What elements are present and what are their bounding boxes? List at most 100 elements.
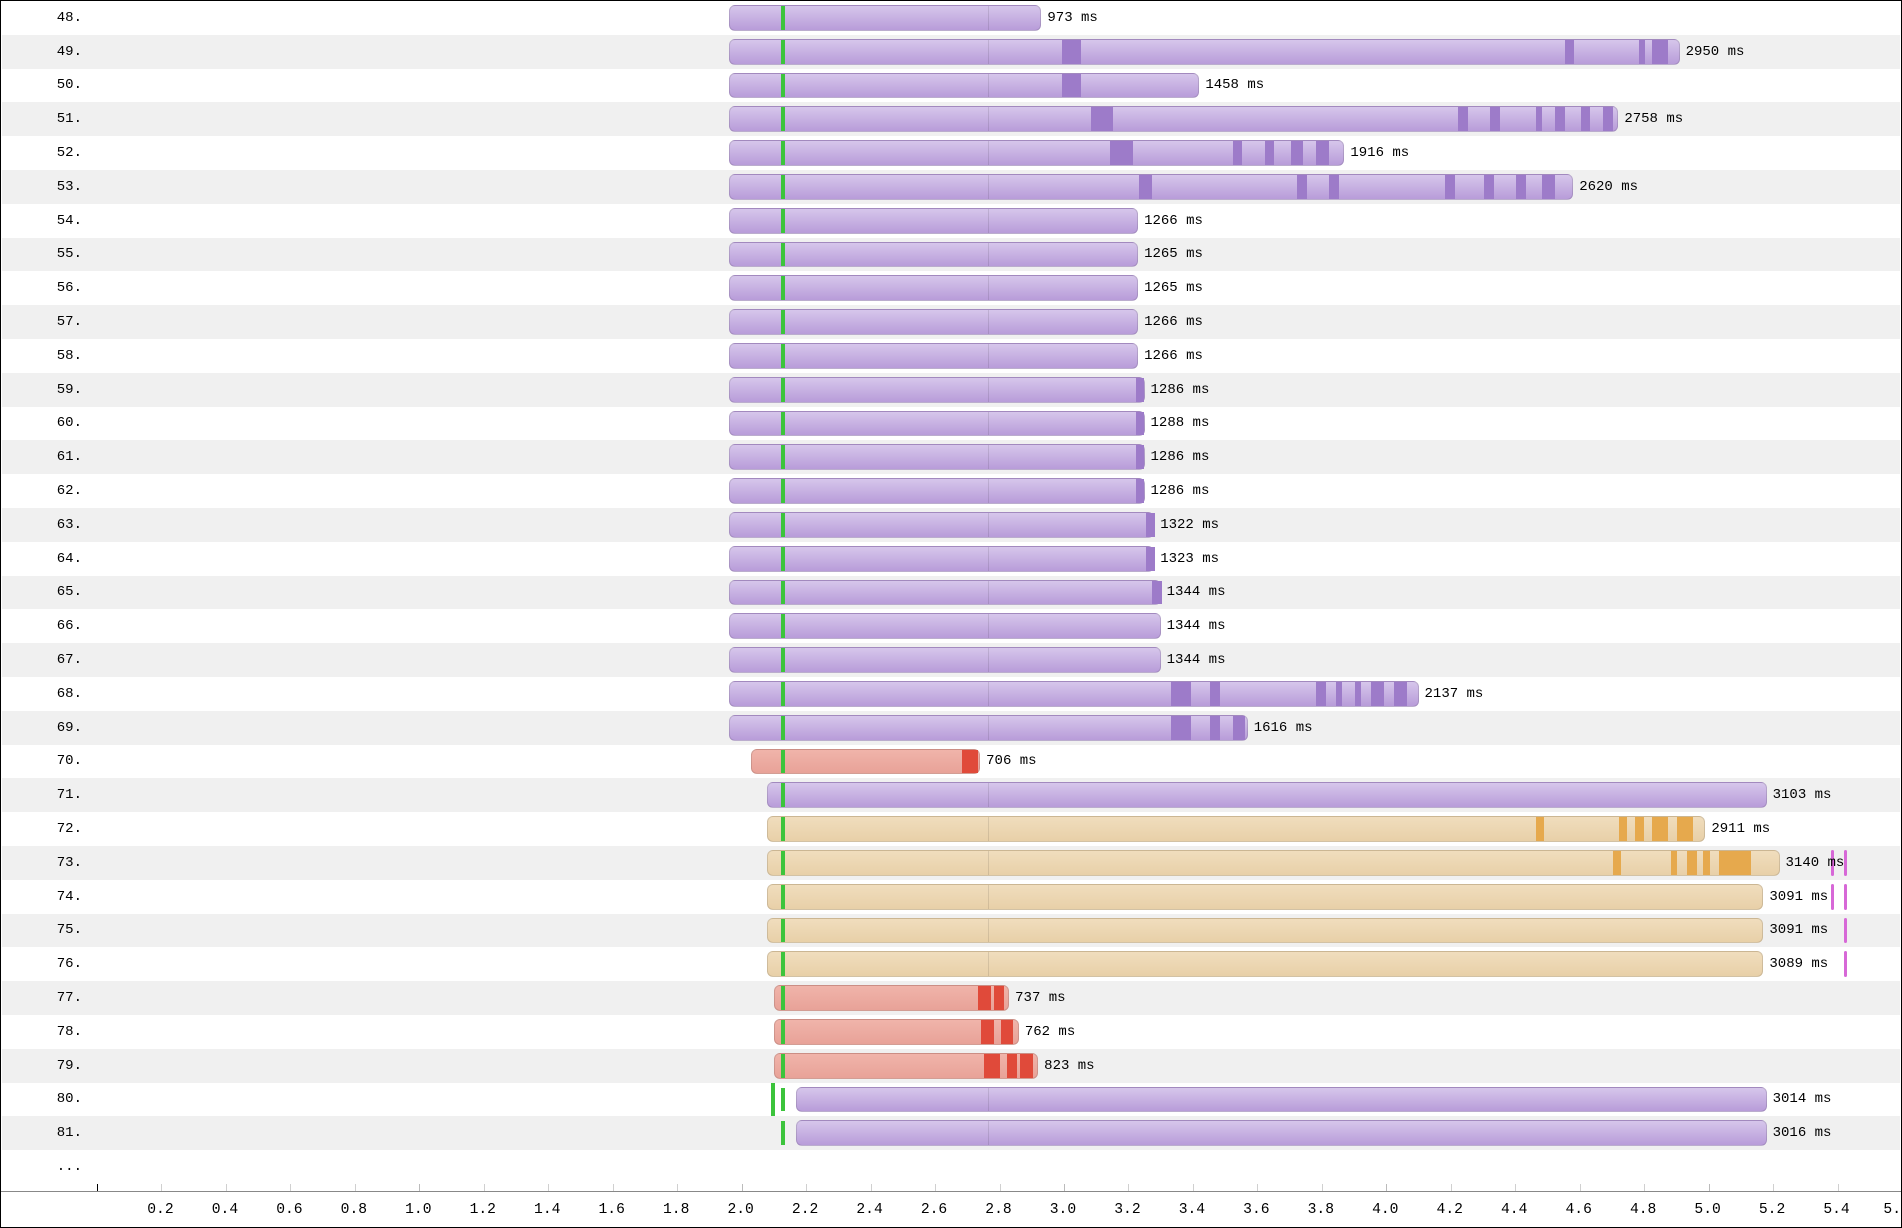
bar-area: 823 ms xyxy=(97,1049,1900,1083)
timing-bar[interactable] xyxy=(729,5,1042,31)
table-row[interactable]: 48.973 ms xyxy=(2,1,1900,35)
timing-bar[interactable] xyxy=(729,613,1161,639)
table-row[interactable]: 78.762 ms xyxy=(2,1015,1900,1049)
table-row[interactable]: ... xyxy=(2,1150,1900,1184)
table-row[interactable]: 68.2137 ms xyxy=(2,677,1900,711)
table-row[interactable]: 52.1916 ms xyxy=(2,136,1900,170)
table-row[interactable]: 58.1266 ms xyxy=(2,339,1900,373)
timing-bar[interactable] xyxy=(729,140,1345,166)
table-row[interactable]: 70.706 ms xyxy=(2,745,1900,779)
timing-bar[interactable] xyxy=(729,39,1680,65)
timing-bar[interactable] xyxy=(796,1120,1766,1146)
table-row[interactable]: 60.1288 ms xyxy=(2,407,1900,441)
segment xyxy=(1062,74,1081,98)
timing-bar[interactable] xyxy=(767,782,1766,808)
table-row[interactable]: 59. 1286 ms xyxy=(2,373,1900,407)
timing-bar[interactable] xyxy=(729,546,1154,572)
row-number: 71. xyxy=(2,787,90,803)
timing-bar[interactable] xyxy=(729,681,1419,707)
table-row[interactable]: 67.1344 ms xyxy=(2,643,1900,677)
segment xyxy=(1484,175,1494,199)
timing-bar[interactable] xyxy=(751,749,980,775)
x-axis: 0.20.40.60.81.01.21.41.61.82.02.22.42.62… xyxy=(1,1191,1901,1227)
table-row[interactable]: 66.1344 ms xyxy=(2,609,1900,643)
table-row[interactable]: 81.3016 ms xyxy=(2,1116,1900,1150)
table-row[interactable]: 76.3089 ms xyxy=(2,947,1900,981)
duration-label: 3089 ms xyxy=(1769,956,1828,972)
segment xyxy=(1136,479,1144,503)
table-row[interactable]: 71.3103 ms xyxy=(2,778,1900,812)
timing-bar[interactable] xyxy=(729,580,1161,606)
table-row[interactable]: 74.3091 ms xyxy=(2,880,1900,914)
timing-bar[interactable] xyxy=(796,1087,1766,1113)
timing-bar[interactable] xyxy=(729,478,1145,504)
timing-bar[interactable] xyxy=(729,444,1145,470)
duration-label: 3091 ms xyxy=(1769,889,1828,905)
timing-bar[interactable] xyxy=(767,884,1763,910)
duration-label: 1266 ms xyxy=(1144,213,1203,229)
pre-marker xyxy=(771,1083,775,1117)
timing-bar[interactable] xyxy=(729,715,1248,741)
table-row[interactable]: 72.2911 ms xyxy=(2,812,1900,846)
table-row[interactable]: 54.1266 ms xyxy=(2,204,1900,238)
timing-bar[interactable] xyxy=(729,343,1138,369)
table-row[interactable]: 51.2758 ms xyxy=(2,102,1900,136)
table-row[interactable]: 55.1265 ms xyxy=(2,238,1900,272)
timing-bar[interactable] xyxy=(729,411,1145,437)
table-row[interactable]: 53.2620 ms xyxy=(2,170,1900,204)
bar-area: 1286 ms xyxy=(97,373,1900,407)
dns-tick-icon xyxy=(781,783,785,807)
row-number: 66. xyxy=(2,618,90,634)
table-row[interactable]: 65.1344 ms xyxy=(2,576,1900,610)
bar-area: 706 ms xyxy=(97,745,1900,779)
segment xyxy=(1062,40,1081,64)
timing-bar[interactable] xyxy=(729,208,1138,234)
timing-bar[interactable] xyxy=(729,377,1145,403)
table-row[interactable]: 57.1266 ms xyxy=(2,305,1900,339)
x-tick-label: 4.0 xyxy=(1372,1202,1398,1218)
table-row[interactable]: 63.1322 ms xyxy=(2,508,1900,542)
table-row[interactable]: 77.737 ms xyxy=(2,981,1900,1015)
table-row[interactable]: 64.1323 ms xyxy=(2,542,1900,576)
timing-bar[interactable] xyxy=(729,174,1573,200)
timing-bar[interactable] xyxy=(729,512,1154,538)
timing-bar[interactable] xyxy=(767,850,1779,876)
duration-label: 3014 ms xyxy=(1773,1091,1832,1107)
table-row[interactable]: 49.2950 ms xyxy=(2,35,1900,69)
dns-tick-icon xyxy=(781,310,785,334)
table-row[interactable]: 56.1265 ms xyxy=(2,271,1900,305)
timing-bar[interactable] xyxy=(729,106,1619,132)
timing-bar[interactable] xyxy=(774,1019,1019,1045)
timing-bar[interactable] xyxy=(767,951,1763,977)
table-row[interactable]: 79.823 ms xyxy=(2,1049,1900,1083)
timing-bar[interactable] xyxy=(729,73,1200,99)
segment xyxy=(1581,107,1591,131)
dns-tick-icon xyxy=(781,952,785,976)
timing-bar[interactable] xyxy=(729,242,1138,268)
dns-tick-icon xyxy=(781,1121,785,1145)
table-row[interactable]: 62.1286 ms xyxy=(2,474,1900,508)
duration-label: 2137 ms xyxy=(1425,686,1484,702)
waterfall-panel: 48.973 ms49.2950 ms50.1458 ms51.2758 ms5… xyxy=(0,0,1902,1228)
row-number: 61. xyxy=(2,449,90,465)
table-row[interactable]: 75.3091 ms xyxy=(2,914,1900,948)
bar-area: 1323 ms xyxy=(97,542,1900,576)
table-row[interactable]: 80.3014 ms xyxy=(2,1083,1900,1117)
timing-bar[interactable] xyxy=(774,985,1009,1011)
timing-bar[interactable] xyxy=(767,816,1705,842)
segment xyxy=(1146,547,1156,571)
timing-bar[interactable] xyxy=(729,275,1138,301)
x-tick-label: 1.2 xyxy=(470,1202,496,1218)
segment xyxy=(1316,682,1326,706)
segment xyxy=(1329,175,1339,199)
table-row[interactable]: 69.1616 ms xyxy=(2,711,1900,745)
row-number: 59. xyxy=(2,382,90,398)
timing-bar[interactable] xyxy=(774,1053,1038,1079)
timing-bar[interactable] xyxy=(767,918,1763,944)
timing-bar[interactable] xyxy=(729,309,1138,335)
table-row[interactable]: 50.1458 ms xyxy=(2,69,1900,103)
table-row[interactable]: 61.1286 ms xyxy=(2,440,1900,474)
row-number: 75. xyxy=(2,922,90,938)
timing-bar[interactable] xyxy=(729,647,1161,673)
table-row[interactable]: 73.3140 ms xyxy=(2,846,1900,880)
